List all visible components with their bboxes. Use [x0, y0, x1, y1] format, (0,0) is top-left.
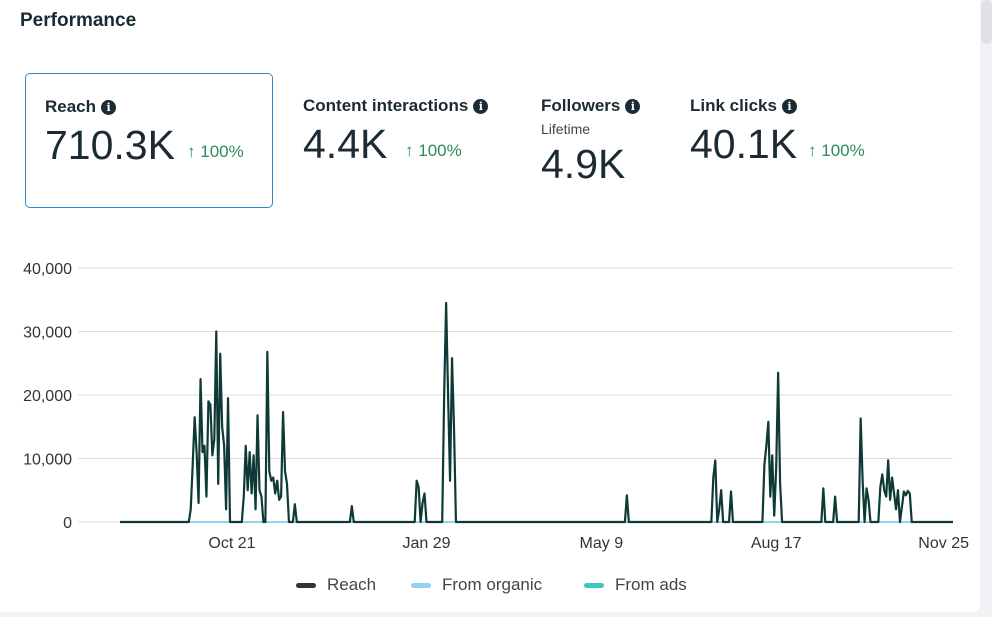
legend-swatch-ads: [584, 582, 604, 588]
y-tick-label: 40,000: [23, 261, 72, 278]
metric-content-interactions-value: 4.4K: [303, 121, 388, 167]
metric-content-interactions-change-value: 100%: [418, 141, 462, 160]
legend-label-organic: From organic: [442, 575, 543, 594]
metric-content-interactions-label: Content interactions: [303, 96, 469, 115]
metric-link-clicks-label-row: Link clicks i: [690, 96, 797, 116]
x-tick-label: Jan 29: [402, 535, 450, 552]
y-tick-label: 20,000: [23, 388, 72, 405]
metric-reach-change-value: 100%: [200, 142, 244, 161]
reach-line-chart: 40,000 30,000 20,000 10,000 0 Oct 21 Jan 29 May…: [23, 261, 969, 552]
arrow-up-icon: ↑: [405, 141, 414, 160]
metric-followers-label-row: Followers i: [541, 96, 641, 116]
metric-link-clicks-label: Link clicks: [690, 96, 777, 115]
metric-link-clicks-change-value: 100%: [821, 141, 865, 160]
x-tick-label: Aug 17: [751, 535, 802, 552]
scrollbar-thumb[interactable]: [981, 0, 992, 44]
x-tick-label: May 9: [580, 535, 624, 552]
metric-reach-change: ↑ 100%: [187, 142, 244, 162]
y-tick-label: 0: [63, 515, 72, 532]
metric-reach-value: 710.3K: [45, 122, 175, 168]
metric-followers-value: 4.9K: [541, 141, 626, 187]
info-icon[interactable]: i: [473, 98, 489, 114]
metric-followers-label: Followers: [541, 96, 621, 115]
page-title: Performance: [20, 10, 137, 31]
legend-label-ads: From ads: [615, 575, 687, 594]
y-tick-label: 10,000: [23, 452, 72, 469]
metric-content-interactions[interactable]: Content interactions i 4.4K ↑ 100%: [280, 73, 515, 208]
legend-item-reach[interactable]: Reach: [296, 575, 376, 595]
legend-label-reach: Reach: [327, 575, 377, 594]
legend-item-organic[interactable]: From organic: [411, 575, 542, 595]
info-icon[interactable]: i: [625, 98, 641, 114]
arrow-up-icon: ↑: [808, 141, 817, 160]
legend-item-ads[interactable]: From ads: [584, 575, 687, 595]
legend-swatch-organic: [411, 582, 431, 588]
arrow-up-icon: ↑: [187, 142, 196, 161]
chart-legend: Reach From organic From ads: [0, 575, 980, 599]
legend-swatch-reach: [296, 582, 316, 588]
performance-card: Performance Reach i 710.3K ↑ 100% Conten…: [0, 0, 980, 612]
info-icon[interactable]: i: [101, 99, 117, 115]
metric-content-interactions-label-row: Content interactions i: [303, 96, 489, 116]
metric-content-interactions-change: ↑ 100%: [405, 141, 462, 161]
metric-reach-label: Reach: [45, 97, 97, 116]
series-line-reach: [120, 301, 953, 524]
reach-chart: 40,000 30,000 20,000 10,000 0 Oct 21 Jan 29 May…: [0, 250, 980, 560]
metric-reach-label-row: Reach i: [45, 97, 117, 117]
metric-reach[interactable]: Reach i 710.3K ↑ 100%: [25, 73, 273, 208]
metric-followers-sublabel: Lifetime: [541, 121, 591, 137]
y-tick-label: 30,000: [23, 325, 72, 342]
x-tick-label: Nov 25: [918, 535, 969, 552]
metric-followers[interactable]: Followers i Lifetime 4.9K: [520, 73, 670, 208]
info-icon[interactable]: i: [781, 98, 797, 114]
x-tick-label: Oct 21: [208, 535, 255, 552]
metric-link-clicks-change: ↑ 100%: [808, 141, 865, 161]
metric-link-clicks[interactable]: Link clicks i 40.1K ↑ 100%: [668, 73, 898, 208]
metric-link-clicks-value: 40.1K: [690, 121, 798, 167]
